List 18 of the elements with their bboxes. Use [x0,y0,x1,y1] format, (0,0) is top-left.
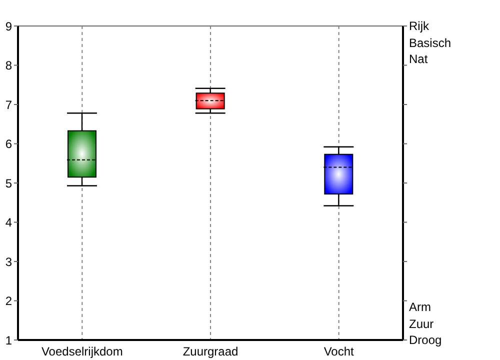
text: Basisch [409,34,452,50]
text: Rijk [409,18,429,34]
y-tick-label: 9 [5,19,12,34]
y-tick-label: 3 [5,254,12,269]
x-tick-label: Zuurgraad [182,344,238,359]
x-tick-label: Vocht [324,344,355,359]
x-tick-label: Voedselrijkdom [41,344,123,359]
text: Zuur [409,316,434,332]
text: Droog [409,332,442,348]
y-tick-label: 6 [5,137,12,152]
y-tick-label: 4 [5,216,12,230]
y-tick-label: 7 [5,98,12,112]
y-tick-label: 1 [5,333,12,348]
y-tick-label: 2 [5,294,12,308]
text: Arm [409,299,431,315]
y-tick-label: 8 [5,58,12,73]
text: Nat [409,51,428,67]
y-tick-label: 5 [5,176,12,190]
